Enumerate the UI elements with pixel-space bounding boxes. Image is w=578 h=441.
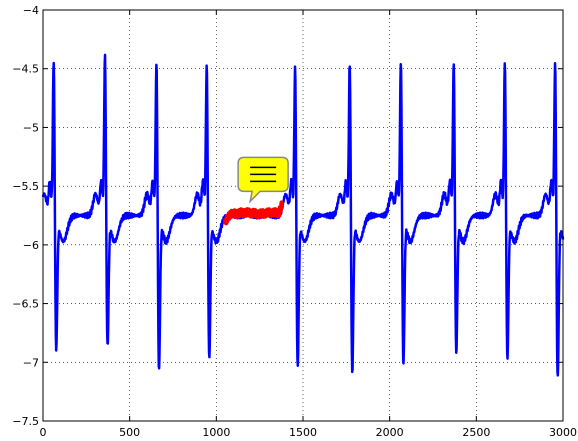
x-tick-label: 2500 bbox=[462, 426, 490, 439]
y-tick-label: −4.5 bbox=[12, 63, 39, 76]
highlight-segment bbox=[223, 200, 285, 226]
tick-marks bbox=[42, 9, 564, 422]
x-tick-label: 0 bbox=[40, 426, 47, 439]
x-tick-label: 3000 bbox=[549, 426, 577, 439]
x-tick-label: 2000 bbox=[376, 426, 404, 439]
y-tick-label: −7.5 bbox=[12, 415, 39, 428]
speech-bubble-icon bbox=[237, 156, 289, 204]
y-tick-label: −6 bbox=[23, 239, 39, 252]
signal-line bbox=[41, 53, 565, 377]
x-tick-label: 1500 bbox=[289, 426, 317, 439]
annotation-layer bbox=[237, 156, 289, 204]
y-tick-label: −5 bbox=[23, 121, 39, 134]
y-tick-label: −5.5 bbox=[12, 180, 39, 193]
x-tick-label: 1000 bbox=[202, 426, 230, 439]
series-layer bbox=[41, 53, 565, 377]
y-tick-label: −4 bbox=[23, 4, 39, 17]
x-tick-label: 500 bbox=[119, 426, 140, 439]
y-tick-label: −7 bbox=[23, 356, 39, 369]
tick-labels: 0 500 1000 1500 2000 2500 3000 −4 −4.5 −5 −5.5 −6 −6… bbox=[12, 4, 577, 439]
grid-lines bbox=[43, 10, 563, 421]
y-tick-label: −6.5 bbox=[12, 298, 39, 311]
